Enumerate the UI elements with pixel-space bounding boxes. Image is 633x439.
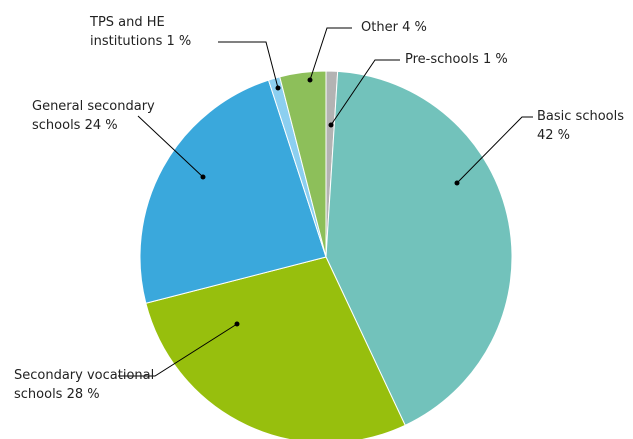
label-value: 24 % bbox=[84, 118, 118, 133]
leader-dot bbox=[307, 77, 313, 83]
leader-dot bbox=[275, 85, 281, 91]
slice-label: Secondary vocational schools 28 % bbox=[14, 366, 164, 404]
pie-slice bbox=[279, 70, 327, 258]
slice-label: General secondary schools 24 % bbox=[32, 97, 172, 135]
slice-label: Pre-schools 1 % bbox=[405, 50, 565, 69]
leader-line bbox=[330, 59, 400, 126]
label-name: TPS and HE institutions bbox=[90, 15, 165, 49]
label-value: 1 % bbox=[482, 52, 508, 67]
pie-slice bbox=[145, 256, 406, 439]
leader-line bbox=[456, 116, 533, 184]
label-value: 28 % bbox=[66, 387, 100, 402]
leader-dot bbox=[200, 174, 206, 180]
label-value: 42 % bbox=[537, 128, 571, 143]
label-name: General secondary schools bbox=[32, 99, 155, 133]
slice-label: TPS and HE institutions 1 % bbox=[90, 13, 240, 51]
label-name: Secondary vocational schools bbox=[14, 368, 155, 402]
leader-dot bbox=[454, 180, 460, 186]
leader-line bbox=[218, 41, 279, 89]
label-value: 4 % bbox=[402, 20, 427, 35]
leader-line bbox=[137, 115, 204, 178]
pie-slice bbox=[325, 70, 513, 426]
label-name: Other bbox=[361, 20, 398, 35]
label-name: Basic schools bbox=[537, 109, 625, 124]
label-value: 1 % bbox=[166, 34, 192, 49]
leader-dot bbox=[328, 122, 334, 128]
leader-line bbox=[309, 27, 352, 81]
leader-line bbox=[118, 323, 238, 377]
slice-label: Basic schools 42 % bbox=[537, 107, 633, 145]
label-name: Pre-schools bbox=[405, 52, 479, 67]
slice-label: Other 4 % bbox=[361, 18, 481, 37]
leader-dot bbox=[234, 321, 240, 327]
pie-slice bbox=[139, 79, 327, 304]
